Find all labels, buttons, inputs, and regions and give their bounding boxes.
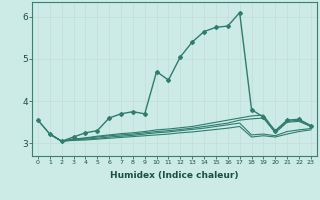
X-axis label: Humidex (Indice chaleur): Humidex (Indice chaleur) — [110, 171, 239, 180]
